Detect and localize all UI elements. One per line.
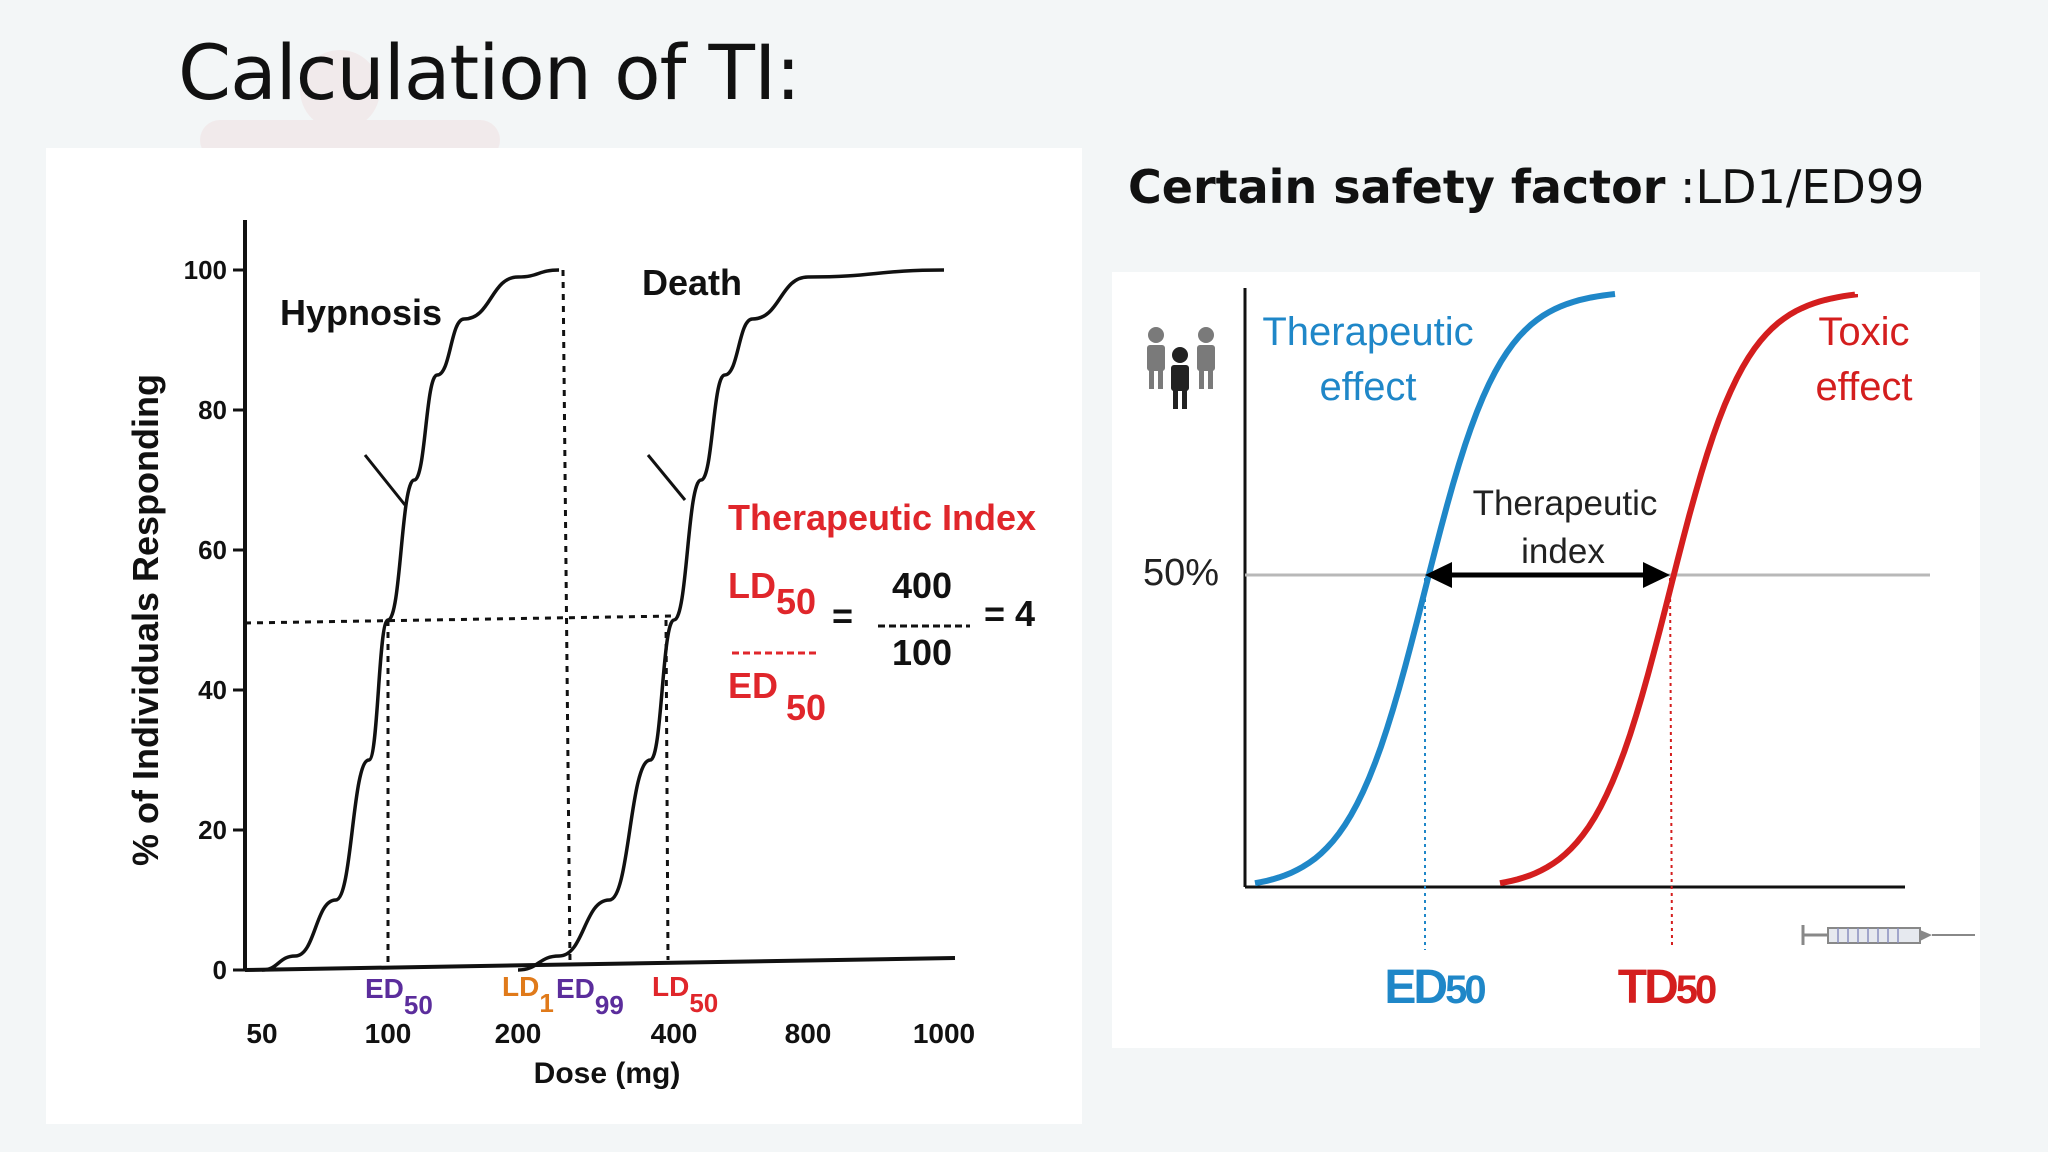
ed50-annotation: ED50 [365,973,433,1020]
person-head [1148,327,1164,343]
ed99-annotation: ED99 [556,973,624,1020]
ti-formula-title: Therapeutic Index [728,497,1036,538]
y-tick-label: 100 [184,255,227,285]
toxic-curve [1499,291,1858,887]
x-tick-label: 100 [365,1018,412,1049]
left-reference-lines [244,269,675,966]
ti-arrow-label-2: index [1521,532,1605,571]
right-50-label: 50% [1143,552,1219,594]
person-leg [1208,369,1213,389]
therapeutic-index-formula: Therapeutic Index LD50 ED50= 400 100 = 4 [728,497,1036,728]
x-tick-label: 200 [495,1018,542,1049]
x-tick-label: 1000 [913,1018,975,1049]
td50-drop [1669,577,1673,946]
td50-marker: TD50 [1618,961,1716,1014]
right-chart-panel [1112,272,1980,1048]
ti-den-value: 100 [892,632,952,673]
y-tick-label: 40 [198,675,227,705]
person-leg [1158,369,1163,389]
y-tick-label: 0 [213,955,227,985]
x-tick-label: 50 [246,1018,277,1049]
y-axis-label: % of Individuals Responding [125,374,166,866]
ld50-annotation: LD50 [652,971,718,1018]
hypnosis-curve [261,268,560,972]
therapeutic-label-1: Therapeutic [1262,310,1473,354]
left-labels: Hypnosis Death ED50 LD1 ED99 LD50 [280,262,742,1020]
person-head [1198,327,1214,343]
safety-factor-value: :LD1/ED99 [1665,160,1925,214]
safety-factor-label: Certain safety factor [1128,160,1666,214]
y-tick-label: 20 [198,815,227,845]
x-tick-label: 400 [651,1018,698,1049]
person-body [1197,345,1215,371]
ti-equals-1: = [832,595,853,636]
ti-numerator-label: LD50 [728,565,816,622]
syringe-hub [1920,930,1932,941]
y-tick-label: 80 [198,395,227,425]
ti-arrow-head-left [1425,562,1452,588]
ed99-drop-line [561,269,572,963]
death-curve [517,268,945,972]
syringe-icon [1801,925,1975,945]
people-icon [1147,327,1215,409]
ld1-annotation: LD1 [502,971,554,1018]
person-leg [1173,389,1178,409]
toxic-label-1: Toxic [1818,310,1909,354]
ed50-marker: ED50 [1384,961,1485,1014]
safety-factor-line: Certain safety factor :LD1/ED99 [1128,160,1924,214]
death-label: Death [642,262,742,303]
x-tick-label: 800 [785,1018,832,1049]
ld50-drop-line [664,619,670,961]
person-leg [1149,369,1154,389]
x-axis-label: Dose (mg) [534,1057,681,1090]
syringe-gradations [1837,928,1899,943]
ref-50-line [244,614,675,625]
person-leg [1182,389,1187,409]
ti-result: = 4 [984,593,1035,634]
hypnosis-label: Hypnosis [280,292,442,333]
death-pointer [646,454,687,501]
slide-title: Calculation of TI: [178,28,801,117]
therapeutic-label-2: effect [1319,365,1416,409]
person-body [1147,345,1165,371]
ti-arrow-label-1: Therapeutic [1473,484,1658,523]
hypnosis-pointer [363,454,407,506]
person-leg [1199,369,1204,389]
toxic-label-2: effect [1815,365,1912,409]
person-head [1172,347,1188,363]
therapeutic-curve [1254,291,1616,887]
ti-arrow-head-right [1643,562,1670,588]
ti-num-value: 400 [892,565,952,606]
person-body [1171,365,1189,391]
y-tick-label: 60 [198,535,227,565]
therapeutic-index-diagram: 50% Therapeutic effect Toxic effect Therapeut… [1143,288,1975,1014]
left-axes: 0 20 40 60 80 100 50 100 200 400 800 1000 Dose (mg)%… [125,220,975,1090]
ti-denominator-label: ED50 [728,665,826,728]
syringe-barrel [1827,927,1921,944]
left-curves [261,268,945,972]
left-x-axis [244,956,956,972]
